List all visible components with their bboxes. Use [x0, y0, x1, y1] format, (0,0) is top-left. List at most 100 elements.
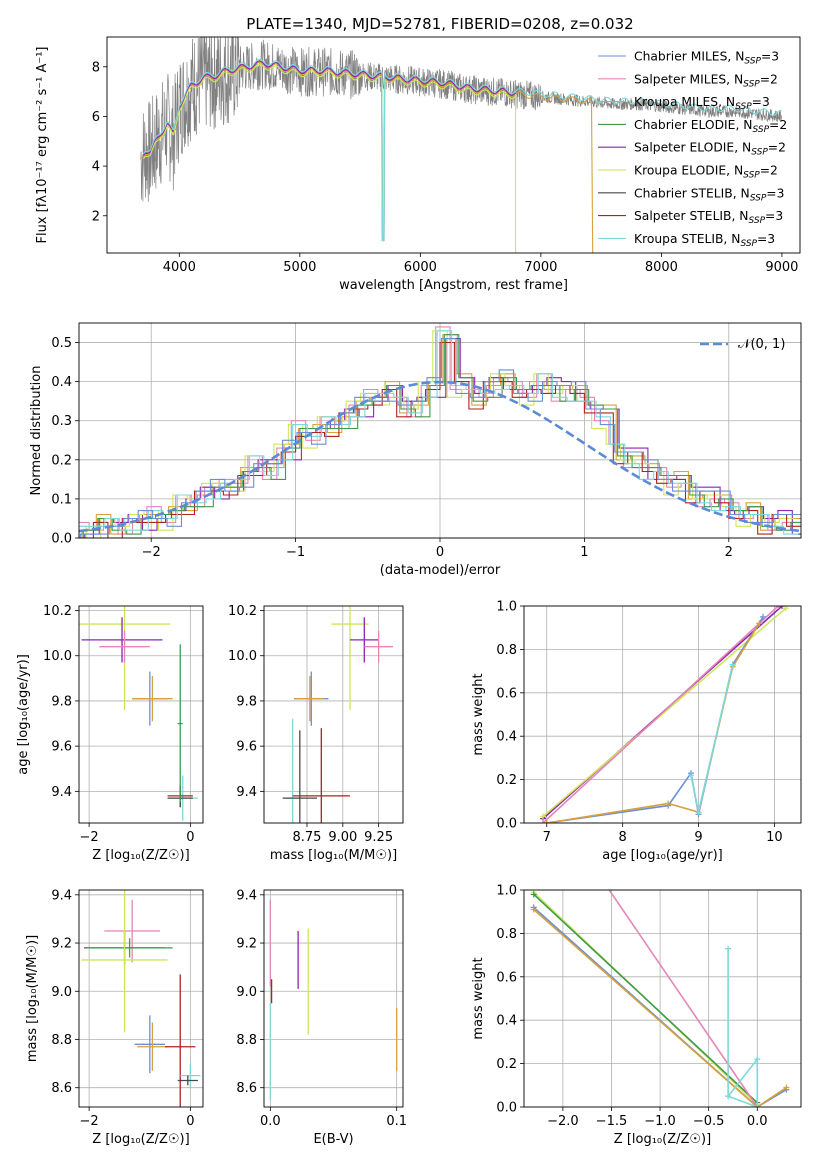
figure-title: PLATE=1340, MJD=52781, FIBERID=0208, z=0…: [246, 15, 633, 33]
y-tick-label: 6: [92, 110, 100, 125]
y-tick-label: 0.6: [496, 970, 517, 985]
y-tick-label: 0.6: [496, 686, 517, 701]
y-tick-label: 4: [92, 160, 100, 175]
x-tick-label: 0.0: [260, 1114, 281, 1129]
legend-name: Chabrier MILES, N: [634, 50, 744, 64]
x-tick-label: −2: [142, 545, 161, 560]
y-tick-label: 8.8: [236, 1033, 257, 1048]
data-point-marker: [695, 809, 702, 816]
x-tick-label: −1.5: [596, 1114, 628, 1129]
y-tick-label: 8: [92, 60, 100, 75]
y-tick-label: 0.0: [496, 1101, 517, 1116]
mass-weight-line: [690, 664, 734, 813]
plot-area-mass-vs-Z: [81, 890, 201, 1107]
x-tick-label: −1: [286, 545, 305, 560]
y-tick-label: 9.4: [51, 888, 72, 903]
model-spectrum-line: [142, 63, 516, 242]
y-tick-label: 9.4: [51, 785, 72, 800]
y-tick-label: 0.8: [496, 927, 517, 942]
y-tick-label: 9.2: [236, 937, 257, 952]
axes-frame: [78, 889, 204, 1108]
y-tick-label: 10.2: [228, 604, 257, 619]
plot-area-age-vs-mass: [282, 606, 393, 823]
plot-area-residuals: [79, 326, 801, 538]
y-tick-label: 9.8: [51, 694, 72, 709]
legend-sub: SSP: [743, 79, 760, 89]
x-axis-label: wavelength [Angstrom, rest frame]: [339, 278, 568, 293]
legend-label: Salpeter STELIB, NSSP=3: [634, 209, 783, 226]
axes-age-vs-mass: 8.75 9.00 9.25 9.4 9.6 9.8 10.0 10.2 mass [log₁₀…: [228, 604, 403, 863]
y-tick-label: 0.4: [51, 375, 72, 390]
mass-weight-line: [533, 908, 787, 1107]
plot-area-massweight-vs-age: [539, 606, 789, 823]
x-tick-label: 0.0: [747, 1114, 768, 1129]
axes-frame: [523, 889, 802, 1108]
y-tick-label: 8.8: [51, 1033, 72, 1048]
data-point-marker: [687, 772, 694, 779]
y-tick-label: 9.0: [51, 985, 72, 1000]
histogram-step: [79, 338, 801, 538]
legend-name: Chabrier STELIB, N: [634, 186, 750, 200]
data-point-marker: [599, 876, 605, 882]
legend-sub: SSP: [749, 216, 766, 226]
axes-frame: [78, 605, 204, 824]
x-tick-label: 10: [766, 830, 783, 845]
x-axis-label: Z [log₁₀(Z/Z☉)]: [614, 1132, 711, 1147]
model-spectrum-line: [142, 60, 516, 242]
y-tick-label: 0.4: [496, 730, 517, 745]
axes-frame: [106, 36, 801, 254]
y-tick-label: 9.4: [236, 785, 257, 800]
x-tick-label: 4000: [163, 260, 196, 275]
axes-mass-vs-EBV: 0.0 0.1 8.6 8.8 9.0 9.2 9.4 E(B-V): [236, 888, 407, 1147]
y-axis-label: Flux [fλ10⁻¹⁷ erg cm⁻² s⁻¹ A⁻¹]: [35, 47, 50, 244]
x-tick-label: −2: [80, 830, 99, 845]
y-axis-label: mass weight: [471, 957, 486, 1039]
y-tick-label: 0.1: [51, 492, 72, 507]
x-tick-label: 5000: [283, 260, 316, 275]
y-axis-label: mass [log₁₀(M/M☉)]: [25, 935, 40, 1062]
legend-count: =2: [760, 72, 778, 86]
axes-mass-vs-Z: −2 0 8.6 8.8 9.0 9.2 9.4 Z [log₁₀(Z/Z☉)] mass [l…: [25, 888, 203, 1147]
legend-name: Salpeter MILES, N: [634, 72, 743, 86]
y-tick-label: 0.8: [496, 643, 517, 658]
x-tick-label: 7: [543, 830, 551, 845]
gauss-legend-label: 𝒩(0, 1): [738, 337, 785, 352]
data-point-marker: [729, 661, 736, 668]
y-tick-label: 10.0: [43, 649, 72, 664]
y-axis-label: age [log₁₀(age/yr)]: [16, 654, 31, 775]
legend-count: =3: [761, 50, 779, 64]
x-tick-label: 2: [725, 545, 733, 560]
plot-area-age-vs-Z: [79, 606, 198, 821]
y-tick-label: 9.8: [236, 694, 257, 709]
x-tick-label: 0: [186, 830, 194, 845]
mass-weight-line: [727, 948, 759, 1107]
legend-label: Chabrier ELODIE, NSSP=2: [634, 118, 787, 135]
legend-name: Salpeter ELODIE, N: [634, 141, 751, 155]
axes-frame: [78, 322, 802, 539]
mass-weight-line: [533, 906, 787, 1107]
axes-spectrum: 4000 5000 6000 7000 8000 9000 2 4 6 8 wavelength […: [35, 47, 798, 294]
legend-count: =3: [752, 95, 770, 109]
legend-label: Chabrier MILES, NSSP=3: [634, 50, 779, 67]
data-point-marker: [539, 820, 546, 823]
plot-area-massweight-vs-Z: [530, 876, 790, 1107]
x-tick-label: 0.1: [386, 1114, 407, 1129]
data-point-marker: [783, 1084, 790, 1091]
data-point-marker: [725, 1093, 732, 1100]
data-point-marker: [756, 620, 763, 627]
model-edge-line: [590, 101, 594, 253]
x-axis-label: Z [log₁₀(Z/Z☉)]: [92, 848, 189, 863]
y-tick-label: 0.3: [51, 414, 72, 429]
legend-label: Salpeter MILES, NSSP=2: [634, 72, 778, 89]
mass-weight-line: [533, 893, 758, 1104]
axes-frame: [263, 605, 404, 824]
data-point-marker: [779, 606, 786, 609]
x-tick-label: 0: [436, 545, 444, 560]
legend-sub: SSP: [751, 148, 768, 158]
plot-area-spectrum: [140, 37, 783, 253]
x-tick-label: 8.75: [293, 830, 322, 845]
data-point-marker: [775, 606, 782, 609]
x-tick-label: −0.5: [693, 1114, 725, 1129]
axes-massweight-vs-age: 7 8 9 10 0.0 0.2 0.4 0.6 0.8 1.0 age [log₁₀(age/yr…: [471, 600, 801, 863]
